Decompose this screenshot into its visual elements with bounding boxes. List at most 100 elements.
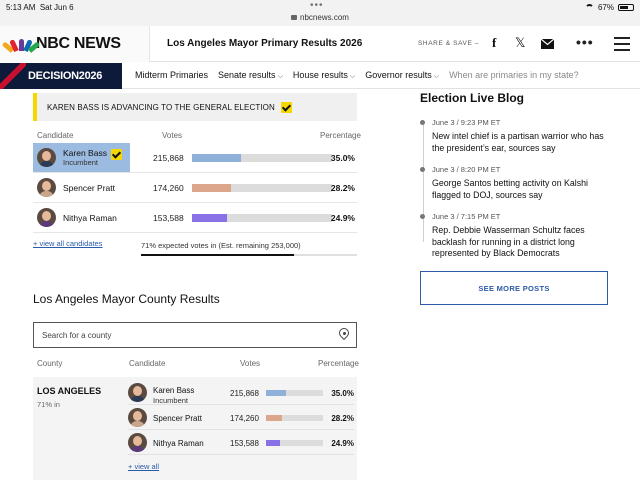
x-icon[interactable]: 𝕏: [515, 35, 526, 50]
county-name: LOS ANGELES: [37, 386, 102, 396]
header-votes: Votes: [162, 131, 183, 140]
header-candidate: Candidate: [37, 131, 74, 140]
county-candidate-percentage: 28.2%: [331, 414, 354, 423]
chevron-down-icon: ⌵: [433, 73, 440, 80]
menu-icon[interactable]: [614, 37, 630, 51]
county-vote-share-bar: [266, 440, 323, 446]
vote-share-bar: [192, 184, 332, 192]
candidate-avatar: [37, 178, 56, 197]
timeline-dot: [420, 167, 425, 172]
view-all-candidates-link[interactable]: + view all candidates: [33, 239, 103, 248]
nav-house-results[interactable]: House results ⌵: [292, 70, 356, 80]
candidate-name: Karen Bass Incumbent: [63, 147, 107, 167]
facebook-icon[interactable]: f: [492, 35, 497, 50]
candidate-percentage: 24.9%: [330, 213, 355, 223]
timeline-dot: [420, 214, 425, 219]
county-candidate-votes: 174,260: [230, 414, 259, 423]
candidate-avatar: [128, 433, 147, 452]
county-header-candidate: Candidate: [129, 359, 166, 368]
county-candidate-percentage: 24.9%: [331, 439, 354, 448]
county-candidate-percentage: 35.0%: [331, 389, 354, 398]
county-row-los-angeles: LOS ANGELES 71% in Karen Bass Incumbent 21…: [33, 377, 357, 480]
county-vote-share-bar: [266, 415, 323, 421]
county-candidate-votes: 153,588: [230, 439, 259, 448]
vote-share-bar: [192, 154, 332, 162]
county-candidate-name: Spencer Pratt: [153, 414, 202, 423]
candidate-avatar: [37, 208, 56, 227]
county-view-all-link[interactable]: + view all: [128, 462, 160, 471]
nav-midterm-primaries[interactable]: Midterm Primaries: [135, 70, 209, 80]
timeline-dot: [420, 120, 425, 125]
blog-post[interactable]: June 3 / 8:20 PM ET George Santos betting…: [420, 165, 612, 201]
address-bar[interactable]: nbcnews.com: [0, 13, 640, 22]
winner-check-icon: [110, 148, 122, 160]
candidate-name: Spencer Pratt: [63, 182, 115, 193]
county-header-county: County: [37, 359, 63, 368]
chevron-down-icon: ⌵: [349, 73, 356, 80]
post-headline[interactable]: New intel chief is a partisan warrior wh…: [432, 131, 604, 153]
county-search-input[interactable]: Search for a county: [33, 322, 357, 348]
candidate-name: Nithya Raman: [63, 212, 117, 223]
county-reporting: 71% in: [37, 400, 60, 409]
post-timestamp: June 3 / 9:23 PM ET: [432, 118, 501, 127]
expected-votes-progress: [141, 254, 357, 256]
candidate-votes: 153,588: [153, 213, 184, 223]
location-pin-icon[interactable]: [336, 325, 352, 341]
post-timestamp: June 3 / 8:20 PM ET: [432, 165, 501, 174]
post-headline[interactable]: George Santos betting activity on Kalshi…: [432, 178, 588, 200]
candidate-votes: 174,260: [153, 183, 184, 193]
vote-share-bar: [192, 214, 332, 222]
decision-2026-logo[interactable]: DECISION2026: [0, 63, 122, 89]
battery-icon: [618, 4, 634, 11]
candidate-name-box[interactable]: Nithya Raman: [33, 203, 130, 232]
candidate-percentage: 35.0%: [330, 153, 355, 163]
county-candidate-name: Karen Bass Incumbent: [153, 386, 195, 405]
blog-post[interactable]: June 3 / 7:15 PM ET Rep. Debbie Wasserman…: [420, 212, 612, 260]
wifi-icon: [584, 4, 594, 11]
candidate-name-box[interactable]: Karen Bass Incumbent: [33, 143, 130, 172]
email-icon[interactable]: [540, 37, 555, 52]
candidate-row: Karen Bass Incumbent 215,868 35.0%: [33, 143, 357, 173]
county-candidate-name: Nithya Raman: [153, 439, 204, 448]
more-dots-icon[interactable]: •••: [310, 0, 324, 11]
candidate-avatar: [128, 383, 147, 402]
post-headline[interactable]: Rep. Debbie Wasserman Schultz faces back…: [432, 225, 585, 258]
candidate-row: Spencer Pratt 174,260 28.2%: [33, 173, 357, 203]
see-more-posts-button[interactable]: SEE MORE POSTS: [420, 271, 608, 305]
timeline-line: [423, 122, 424, 242]
nbc-logo[interactable]: NBC NEWS: [0, 26, 150, 62]
nav-governor-results[interactable]: Governor results ⌵: [365, 70, 440, 80]
candidate-percentage: 28.2%: [330, 183, 355, 193]
checkmark-icon: [280, 101, 292, 113]
decision-nav: DECISION2026 Midterm Primaries Senate re…: [0, 63, 640, 89]
candidate-votes: 215,868: [153, 153, 184, 163]
candidate-row: Nithya Raman 153,588 24.9%: [33, 203, 357, 233]
logo-text: NBC NEWS: [36, 35, 121, 52]
candidate-avatar: [128, 408, 147, 427]
county-candidate-votes: 215,868: [230, 389, 259, 398]
advancing-banner: KAREN BASS IS ADVANCING TO THE GENERAL E…: [33, 93, 357, 121]
share-save-button[interactable]: SHARE & SAVE –: [418, 40, 480, 47]
county-results-title: Los Angeles Mayor County Results: [33, 292, 220, 306]
status-time: 5:13 AM Sat Jun 6: [6, 3, 74, 12]
chevron-down-icon: ⌵: [277, 73, 283, 80]
nav-primaries-dates[interactable]: When are primaries in my state?: [449, 70, 579, 80]
site-header: NBC NEWS Los Angeles Mayor Primary Resul…: [0, 26, 640, 62]
battery-percent: 67%: [597, 3, 614, 12]
more-options-icon[interactable]: •••: [576, 34, 594, 50]
candidate-name-box[interactable]: Spencer Pratt: [33, 173, 130, 202]
blog-post[interactable]: June 3 / 9:23 PM ET New intel chief is a …: [420, 118, 612, 154]
page-title: Los Angeles Mayor Primary Results 2026: [167, 38, 363, 49]
status-right: 67%: [584, 3, 634, 12]
county-candidate-row: Karen Bass Incumbent 215,868 35.0%: [128, 381, 354, 405]
header-percentage: Percentage: [320, 131, 361, 140]
candidate-avatar: [37, 148, 56, 167]
county-vote-share-bar: [266, 390, 323, 396]
lock-icon: [291, 15, 298, 20]
status-bar: 5:13 AM Sat Jun 6 ••• nbcnews.com 67%: [0, 0, 640, 26]
county-header-percentage: Percentage: [318, 359, 359, 368]
live-blog-title: Election Live Blog: [420, 91, 525, 105]
peacock-icon: [1, 37, 41, 53]
post-timestamp: June 3 / 7:15 PM ET: [432, 212, 501, 221]
nav-senate-results[interactable]: Senate results ⌵: [218, 70, 283, 80]
